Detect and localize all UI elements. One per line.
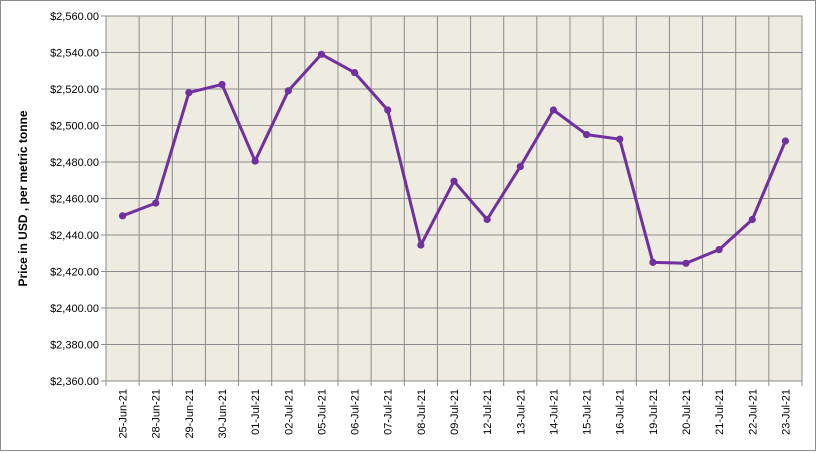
y-tick-label: $2,560.00 [50, 11, 99, 23]
data-point [616, 135, 624, 143]
x-tick-label: 02-Jul-21 [283, 389, 295, 435]
y-tick-label: $2,380.00 [50, 340, 99, 352]
horizontal-gridlines [101, 15, 802, 382]
y-tick-label: $2,400.00 [50, 303, 99, 315]
y-tick-label: $2,460.00 [50, 194, 99, 206]
x-tick-label: 21-Jul-21 [714, 389, 726, 435]
data-point [682, 259, 690, 267]
x-tick-label: 20-Jul-21 [681, 389, 693, 435]
data-point [185, 89, 193, 97]
x-tick-label: 30-Jun-21 [217, 389, 229, 439]
x-tick-label: 23-Jul-21 [780, 389, 792, 435]
x-tick-label: 09-Jul-21 [449, 389, 461, 435]
x-tick-label: 05-Jul-21 [316, 389, 328, 435]
y-tick-label: $2,500.00 [50, 121, 99, 133]
y-axis-tick-labels: $2,360.00 $2,380.00 $2,400.00 $2,420.00 $2,4… [50, 11, 99, 388]
y-tick-label: $2,360.00 [50, 376, 99, 388]
y-tick-label: $2,520.00 [50, 84, 99, 96]
data-point [118, 212, 127, 220]
x-tick-label: 29-Jun-21 [184, 389, 196, 439]
x-tick-label: 28-Jun-21 [151, 389, 163, 439]
data-point [350, 68, 359, 77]
x-tick-label: 12-Jul-21 [482, 389, 494, 435]
x-tick-label: 07-Jul-21 [383, 389, 395, 435]
data-point [450, 177, 458, 185]
x-tick-label: 19-Jul-21 [648, 389, 660, 435]
data-point [582, 131, 591, 139]
y-axis-title: Price in USD , per metric tonne [16, 110, 30, 286]
x-tick-label: 22-Jul-21 [747, 389, 759, 435]
x-axis-tick-labels: 25-Jun-21 28-Jun-21 29-Jun-21 30-Jun-21 01-J… [118, 389, 793, 439]
x-tick-label: 01-Jul-21 [250, 389, 262, 435]
data-point [549, 106, 558, 114]
data-point [715, 246, 723, 254]
y-tick-label: $2,440.00 [50, 230, 99, 242]
data-point [483, 215, 491, 224]
data-point-markers [118, 50, 790, 267]
y-tick-label: $2,420.00 [50, 267, 99, 279]
x-tick-label: 25-Jun-21 [118, 389, 130, 439]
y-tick-label: $2,480.00 [50, 157, 99, 169]
data-point [649, 258, 657, 266]
x-tick-label: 15-Jul-21 [582, 389, 594, 435]
data-point [417, 241, 425, 249]
x-tick-label: 16-Jul-21 [615, 389, 627, 435]
data-point [384, 106, 392, 114]
data-point [317, 50, 326, 58]
x-tick-label: 13-Jul-21 [515, 389, 527, 435]
data-point [218, 80, 226, 89]
x-tick-label: 14-Jul-21 [548, 389, 560, 435]
data-point [781, 137, 790, 145]
plot-border [105, 15, 803, 382]
data-point [251, 157, 259, 165]
y-tick-label: $2,540.00 [50, 48, 99, 60]
x-tick-label: 06-Jul-21 [350, 389, 362, 435]
data-point [284, 87, 292, 95]
data-point [748, 215, 756, 224]
data-point [516, 162, 524, 171]
x-tick-label: 08-Jul-21 [416, 389, 428, 435]
data-point [152, 199, 160, 207]
